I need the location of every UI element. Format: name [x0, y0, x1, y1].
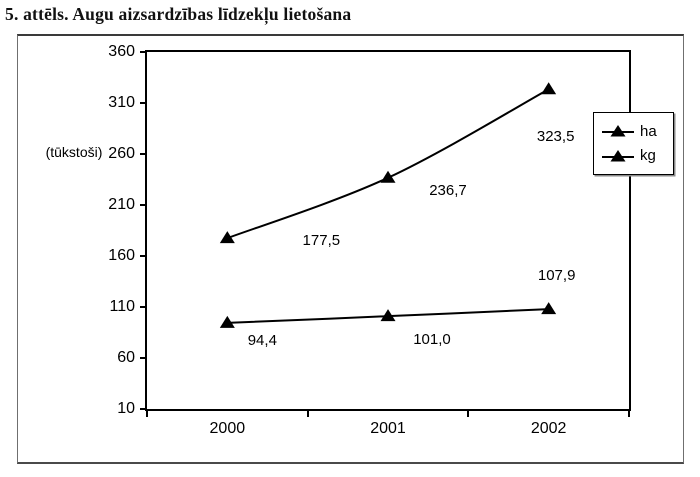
- series-line-ha: [226, 88, 550, 240]
- point-value-label: 101,0: [413, 331, 451, 349]
- y-tick-mark: [140, 102, 147, 104]
- line-series-canvas: [219, 82, 557, 328]
- point-value-label: 94,4: [247, 331, 277, 349]
- y-tick-label: 60: [117, 349, 135, 366]
- point-value-label: 323,5: [536, 128, 575, 146]
- point-value-label: 107,9: [537, 267, 576, 285]
- figure-title: 5. attēls. Augu aizsardzības līdzekļu li…: [5, 4, 352, 24]
- x-axis-label: 2001: [370, 420, 406, 437]
- x-tick-mark: [628, 411, 630, 417]
- marker-kg-2000: [219, 315, 235, 328]
- plot-area: [145, 50, 631, 411]
- legend-item-kg: kg: [594, 148, 673, 163]
- chart-frame: (tūkstoši) 360 310 260 210 160 110 60 10 177,5 2…: [17, 34, 684, 464]
- marker-kg-2001: [380, 309, 396, 322]
- y-tick-mark: [140, 306, 147, 308]
- y-tick-label: 360: [108, 43, 135, 60]
- x-tick-mark: [306, 411, 309, 417]
- y-tick-mark: [140, 153, 147, 155]
- ha-line-marker-icon: [602, 125, 634, 137]
- y-tick-mark: [140, 204, 147, 206]
- y-tick-mark: [140, 51, 147, 53]
- legend-label-ha: ha: [640, 122, 657, 140]
- x-tick-mark: [146, 411, 148, 417]
- legend-label-kg: kg: [640, 147, 656, 165]
- y-tick-label: 210: [108, 196, 135, 213]
- y-axis-unit-label: (tūkstoši): [45, 144, 103, 160]
- y-tick-label: 10: [117, 400, 135, 417]
- y-tick-label: 110: [109, 298, 135, 315]
- y-tick-label: 160: [108, 247, 135, 264]
- y-tick-label: 310: [108, 94, 135, 111]
- x-axis-label: 2000: [209, 420, 246, 437]
- marker-ha-2002: [541, 82, 557, 95]
- legend: ha kg: [593, 112, 674, 175]
- x-axis-label: 2002: [530, 420, 567, 437]
- marker-ha-2001: [380, 170, 396, 183]
- y-tick-mark: [140, 255, 147, 257]
- legend-item-ha: ha: [594, 124, 673, 139]
- x-tick-mark: [467, 411, 470, 417]
- point-value-label: 236,7: [429, 181, 467, 199]
- point-value-label: 177,5: [302, 232, 341, 250]
- y-tick-mark: [140, 357, 147, 359]
- y-tick-mark: [140, 408, 147, 410]
- marker-ha-2000: [219, 231, 235, 244]
- kg-line-marker-icon: [602, 149, 634, 162]
- y-tick-label: 260: [108, 145, 135, 162]
- marker-kg-2002: [541, 302, 557, 315]
